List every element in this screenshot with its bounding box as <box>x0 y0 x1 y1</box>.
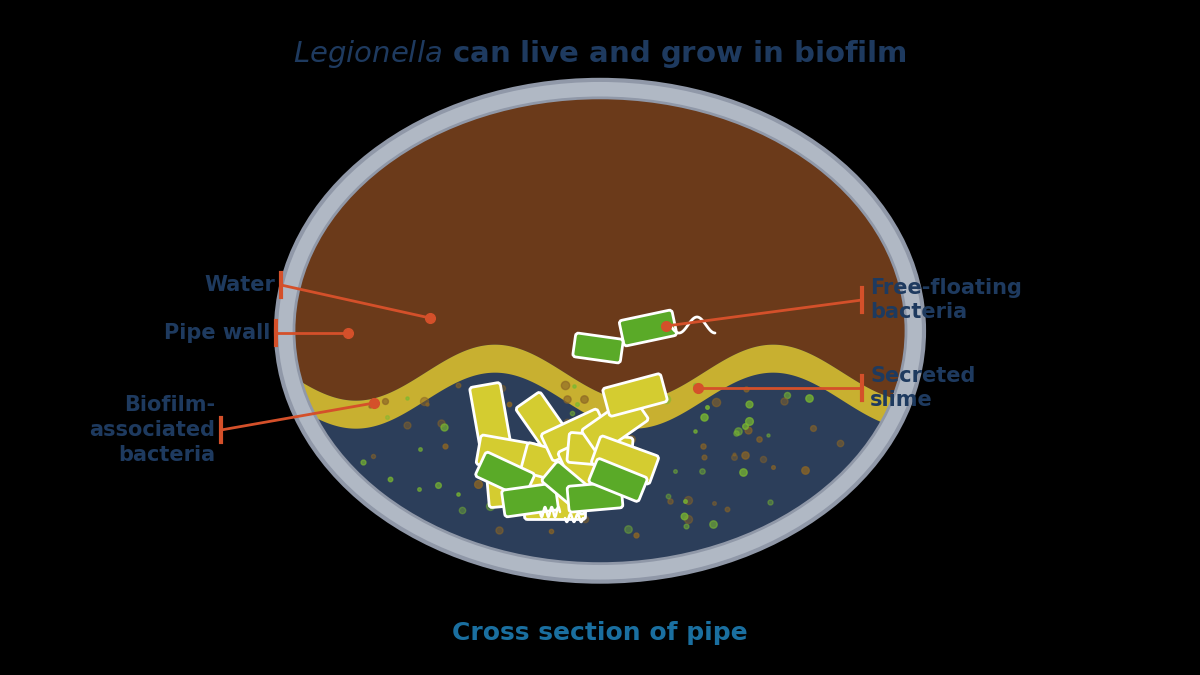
FancyBboxPatch shape <box>521 443 589 487</box>
FancyBboxPatch shape <box>502 483 558 517</box>
FancyBboxPatch shape <box>619 310 677 346</box>
Text: $\it{Legionella}$ can live and grow in biofilm: $\it{Legionella}$ can live and grow in b… <box>293 38 907 70</box>
FancyBboxPatch shape <box>476 435 544 475</box>
FancyBboxPatch shape <box>589 458 647 502</box>
FancyBboxPatch shape <box>602 374 667 416</box>
FancyBboxPatch shape <box>524 491 586 520</box>
FancyBboxPatch shape <box>572 333 623 363</box>
Text: Biofilm-
associated
bacteria: Biofilm- associated bacteria <box>89 395 215 465</box>
Text: Cross section of pipe: Cross section of pipe <box>452 621 748 645</box>
Ellipse shape <box>294 98 906 564</box>
FancyBboxPatch shape <box>475 452 534 497</box>
Text: Pipe wall: Pipe wall <box>163 323 270 343</box>
FancyBboxPatch shape <box>568 433 632 468</box>
FancyBboxPatch shape <box>582 396 648 454</box>
Ellipse shape <box>276 80 924 582</box>
FancyBboxPatch shape <box>487 472 553 508</box>
FancyBboxPatch shape <box>470 383 510 448</box>
Polygon shape <box>294 239 906 564</box>
FancyBboxPatch shape <box>568 482 623 512</box>
Text: Secreted
slime: Secreted slime <box>870 366 976 410</box>
Text: Water: Water <box>204 275 275 295</box>
Polygon shape <box>296 345 904 429</box>
FancyBboxPatch shape <box>542 462 598 514</box>
Text: Free-floating
bacteria: Free-floating bacteria <box>870 277 1022 323</box>
FancyBboxPatch shape <box>558 440 612 510</box>
FancyBboxPatch shape <box>541 409 608 461</box>
FancyBboxPatch shape <box>516 392 574 458</box>
FancyBboxPatch shape <box>592 436 659 484</box>
Polygon shape <box>294 98 906 401</box>
